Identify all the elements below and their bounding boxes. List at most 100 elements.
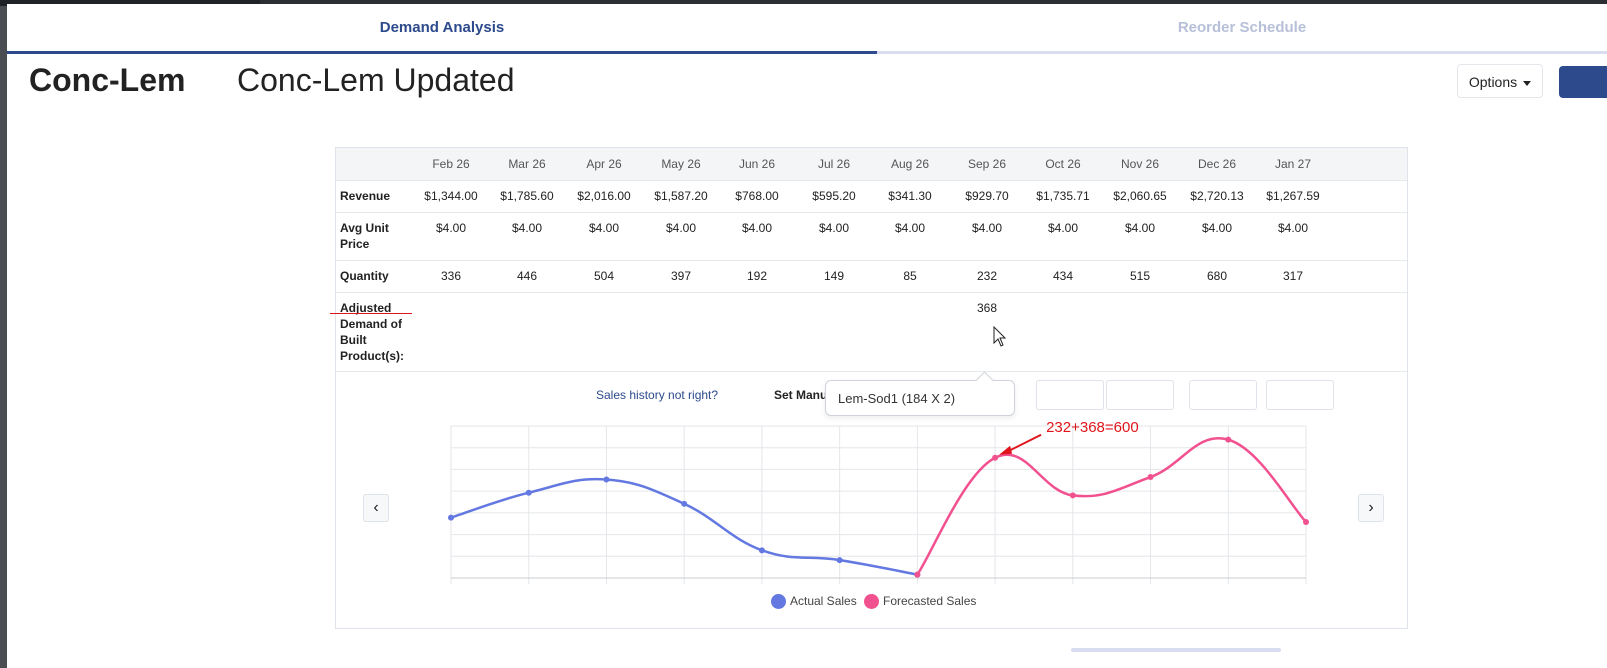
avg-unit-price-cell: $4.00	[1277, 221, 1309, 235]
avg-unit-price-cell: $4.00	[971, 221, 1003, 235]
forecasted-sales-point	[914, 571, 921, 578]
actual-sales-point	[448, 514, 454, 521]
month-header: Jun 26	[738, 157, 776, 171]
month-header: Oct 26	[1045, 157, 1081, 171]
revenue-cell: $768.00	[735, 189, 779, 203]
quantity-cell: 232	[976, 269, 998, 283]
background-app-bar	[0, 0, 1607, 6]
avg-unit-price-cell: $4.00	[894, 221, 926, 235]
row-label-adjusted-line3: Built	[340, 333, 367, 347]
quantity-cell: 397	[670, 269, 692, 283]
annotation-arrow-head	[999, 445, 1013, 455]
demand-modal: Demand Analysis Reorder Schedule Conc-Le…	[7, 4, 1607, 668]
revenue-cell: $1,344.00	[424, 189, 478, 203]
quantity-cell: 504	[593, 269, 615, 283]
quantity-cell: 515	[1129, 269, 1151, 283]
forecasted-sales-line	[916, 436, 1307, 576]
quantity-row: Quantity 336 446 504 397 192 149 85 232 434 515 68…	[336, 260, 1407, 293]
forecasted-sales-point	[1147, 474, 1154, 481]
legend-forecasted-sales[interactable]: Forecasted Sales	[864, 594, 977, 610]
page-title: Conc-Lem	[29, 62, 186, 98]
quantity-cell: 434	[1052, 269, 1074, 283]
bottom-ghost-bar	[1071, 648, 1281, 652]
revenue-cell: $1,587.20	[654, 189, 708, 203]
forecasted-sales-point	[1303, 518, 1309, 525]
avg-unit-price-cell: $4.00	[1201, 221, 1233, 235]
month-header: May 26	[661, 157, 701, 171]
background-sidebar	[0, 6, 7, 668]
revenue-cell: $929.70	[965, 189, 1009, 203]
quantity-cell: 317	[1282, 269, 1304, 283]
legend-label-forecast: Forecasted Sales	[883, 594, 977, 608]
avg-unit-price-row: Avg Unit Price $4.00 $4.00 $4.00 $4.00 $4.00…	[336, 212, 1407, 261]
avg-unit-price-cell: $4.00	[665, 221, 697, 235]
options-label: Options	[1468, 74, 1518, 90]
avg-unit-price-cell: $4.00	[818, 221, 850, 235]
row-label-avg-line1: Avg Unit	[340, 221, 389, 235]
demand-panel: Feb 26 Mar 26 Apr 26 May 26 Jun 26 Jul 26 Aug …	[335, 147, 1408, 629]
actual-sales-point	[525, 489, 532, 496]
manual-input-oct[interactable]	[1036, 380, 1104, 410]
quantity-cell: 336	[440, 269, 462, 283]
legend-dot-forecast	[864, 594, 879, 610]
quantity-cell: 149	[823, 269, 845, 283]
revenue-cell: $2,016.00	[577, 189, 631, 203]
month-header: Feb 26	[432, 157, 470, 171]
month-header: Nov 26	[1120, 157, 1160, 171]
adjusted-demand-row: Adjusted Demand of Built Product(s): 368	[336, 292, 1407, 372]
options-dropdown-button[interactable]: Options	[1457, 64, 1543, 98]
month-header: Dec 26	[1197, 157, 1237, 171]
chart-area: Sales history not right? Set Manu Lem-So…	[336, 371, 1407, 628]
chevron-left-icon[interactable]: ‹	[363, 494, 389, 522]
revenue-cell: $1,785.60	[500, 189, 554, 203]
avg-unit-price-cell: $4.00	[435, 221, 467, 235]
actual-sales-point	[603, 476, 610, 483]
manual-input-jan[interactable]	[1266, 380, 1334, 410]
tooltip-text: Lem-Sod1 (184 X 2)	[838, 391, 956, 406]
revenue-cell: $595.20	[812, 189, 856, 203]
manual-input-nov[interactable]	[1106, 380, 1174, 410]
revenue-row: Revenue $1,344.00 $1,785.60 $2,016.00 $1,58…	[336, 180, 1407, 213]
row-label-quantity: Quantity	[340, 269, 389, 283]
sales-history-link[interactable]: Sales history not right?	[596, 388, 719, 402]
revenue-cell: $341.30	[888, 189, 932, 203]
revenue-cell: $1,735.71	[1036, 189, 1090, 203]
actual-sales-point	[681, 500, 688, 507]
avg-unit-price-cell: $4.00	[588, 221, 620, 235]
row-label-adjusted-line2: Demand of	[340, 317, 403, 331]
mouse-cursor-icon	[993, 326, 1007, 347]
month-header: Mar 26	[508, 157, 546, 171]
month-header: Apr 26	[586, 157, 622, 171]
row-label-avg-line2: Price	[340, 237, 370, 251]
background-tab	[0, 0, 260, 6]
primary-action-button[interactable]	[1559, 66, 1607, 98]
sales-line-chart: 232+368=600	[448, 419, 1309, 584]
legend-actual-sales[interactable]: Actual Sales	[771, 594, 857, 610]
month-header: Jan 27	[1274, 157, 1312, 171]
tab-demand-analysis[interactable]: Demand Analysis	[7, 4, 877, 54]
avg-unit-price-cell: $4.00	[1047, 221, 1079, 235]
row-label-avg-unit-price: Avg Unit Price	[340, 220, 389, 252]
chevron-right-icon[interactable]: ›	[1358, 494, 1384, 522]
tab-bar: Demand Analysis Reorder Schedule	[7, 4, 1607, 54]
tab-reorder-schedule[interactable]: Reorder Schedule	[877, 4, 1607, 54]
forecasted-sales-point	[1225, 436, 1232, 443]
revenue-cell: $2,060.65	[1113, 189, 1167, 203]
forecasted-sales-point	[1069, 492, 1076, 499]
manual-input-dec[interactable]	[1189, 380, 1257, 410]
legend-dot-actual	[771, 594, 786, 610]
row-label-revenue: Revenue	[340, 189, 391, 203]
avg-unit-price-cell: $4.00	[741, 221, 773, 235]
month-header: Jul 26	[817, 157, 851, 171]
quantity-cell: 192	[746, 269, 768, 283]
quantity-cell: 85	[903, 269, 917, 283]
month-header: Sep 26	[967, 157, 1007, 171]
adjusted-demand-cell: 368	[976, 301, 998, 315]
page-subtitle: Conc-Lem Updated	[237, 62, 515, 98]
table-header-row: Feb 26 Mar 26 Apr 26 May 26 Jun 26 Jul 26 Aug …	[336, 148, 1407, 181]
month-header: Aug 26	[890, 157, 930, 171]
annotation-text: 232+368=600	[1046, 419, 1139, 436]
quantity-cell: 680	[1206, 269, 1228, 283]
row-label-adjusted-line1: Adjusted	[340, 301, 392, 315]
actual-sales-point	[836, 557, 843, 564]
